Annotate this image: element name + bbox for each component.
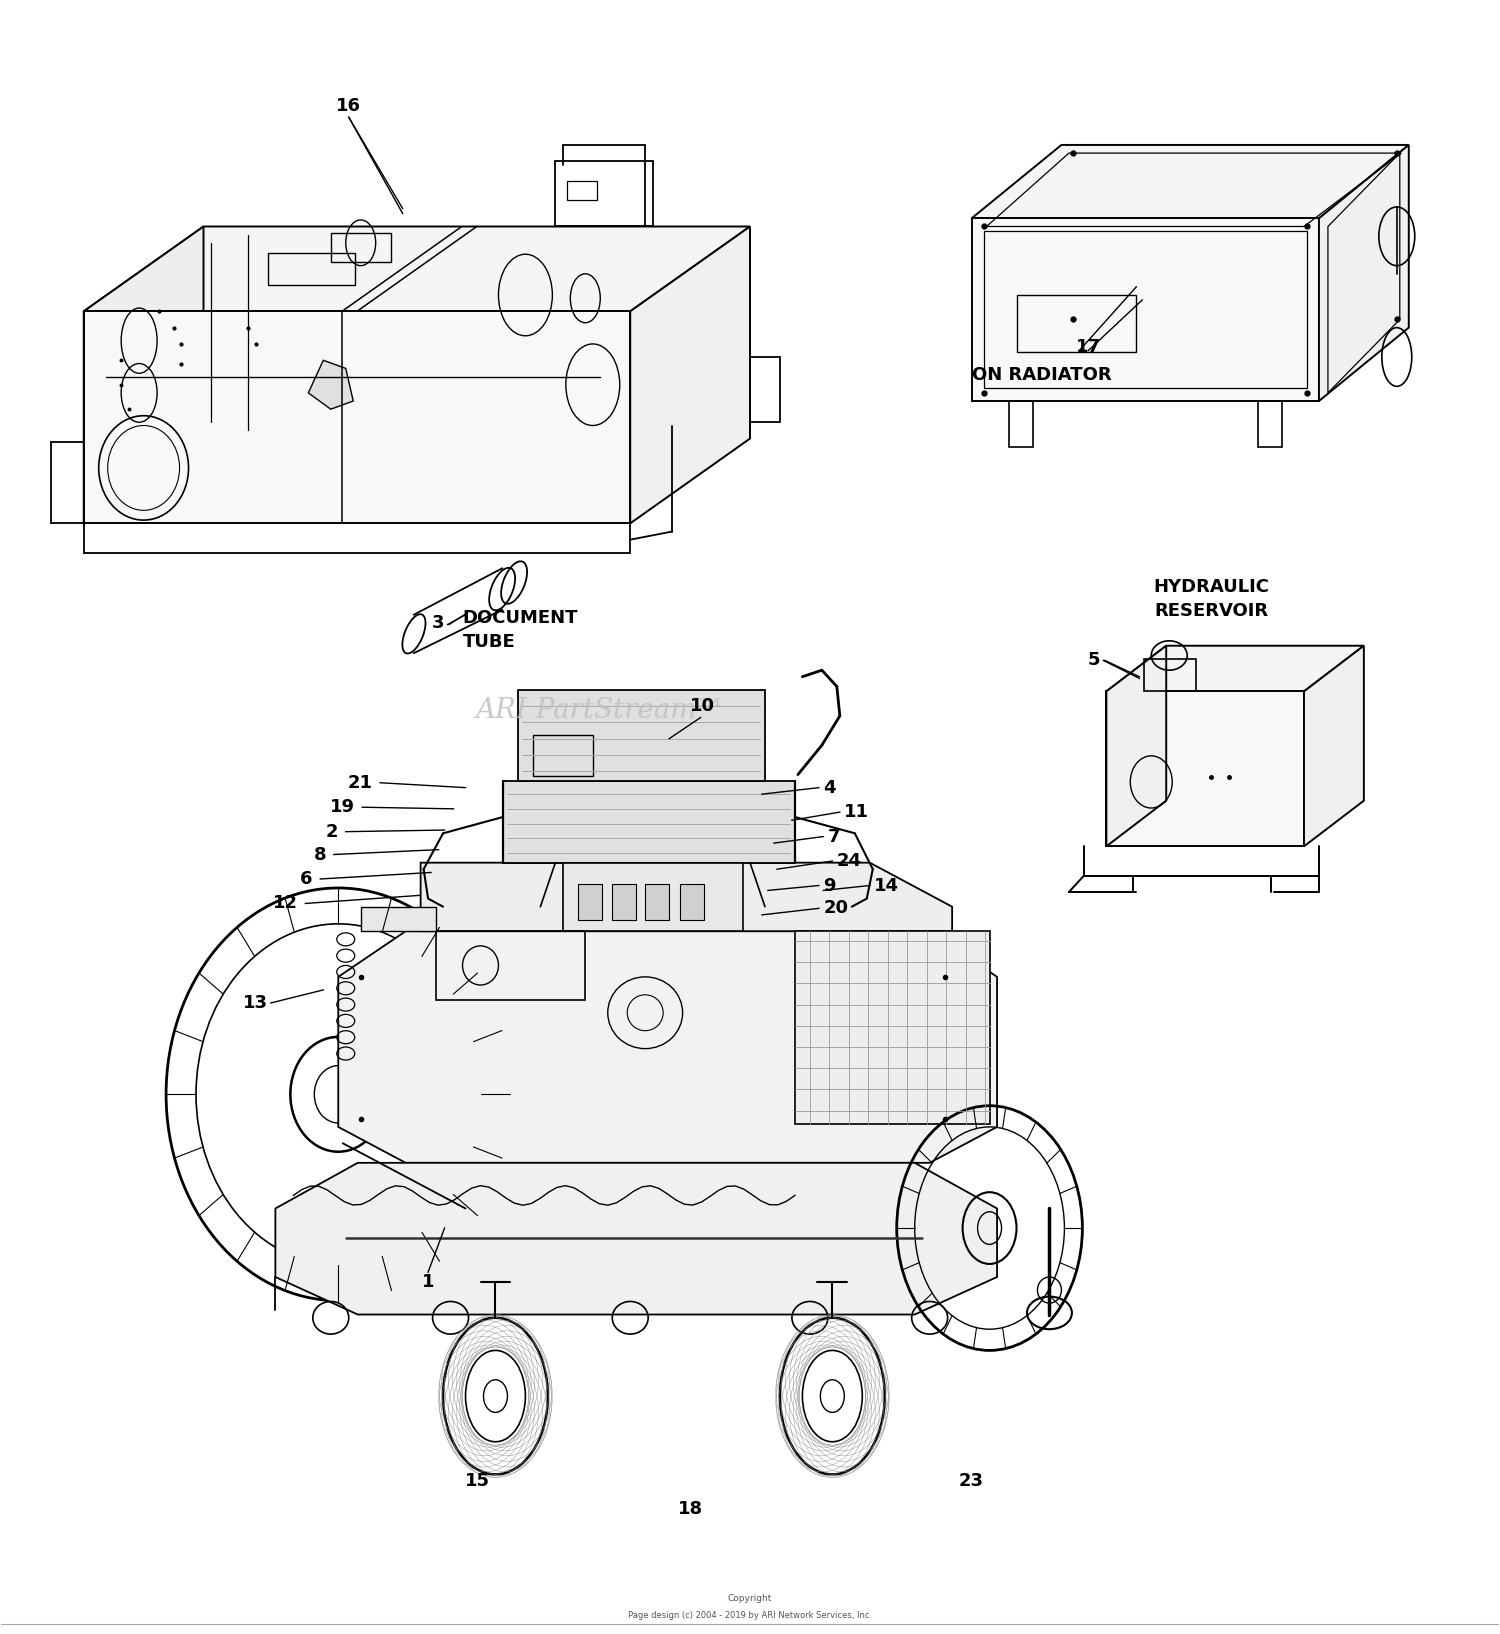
Bar <box>562 863 742 931</box>
Text: 18: 18 <box>678 1500 702 1518</box>
Bar <box>1144 659 1196 691</box>
Text: 23: 23 <box>958 1472 984 1490</box>
Bar <box>268 253 354 286</box>
Text: 12: 12 <box>273 894 298 912</box>
Bar <box>645 884 669 920</box>
Polygon shape <box>1318 145 1408 400</box>
Polygon shape <box>276 1163 998 1314</box>
Text: 20: 20 <box>824 899 849 917</box>
Text: 6: 6 <box>300 869 313 887</box>
Bar <box>567 181 597 201</box>
Text: 21: 21 <box>348 775 372 792</box>
Polygon shape <box>309 359 352 408</box>
Polygon shape <box>1107 691 1304 846</box>
Polygon shape <box>630 227 750 523</box>
Text: ON RADIATOR: ON RADIATOR <box>972 366 1112 384</box>
Text: 13: 13 <box>243 993 268 1011</box>
Text: Copyright: Copyright <box>728 1595 772 1603</box>
Text: 2: 2 <box>326 822 339 840</box>
Polygon shape <box>1107 645 1166 846</box>
Polygon shape <box>339 931 998 1163</box>
Bar <box>1257 400 1281 446</box>
Text: 3: 3 <box>432 614 444 632</box>
Text: 24: 24 <box>837 851 862 869</box>
Polygon shape <box>360 907 435 931</box>
Text: RESERVOIR: RESERVOIR <box>1154 603 1268 621</box>
Text: 17: 17 <box>1077 338 1101 356</box>
Text: 4: 4 <box>824 779 836 797</box>
Polygon shape <box>84 227 750 312</box>
Polygon shape <box>518 690 765 781</box>
Bar <box>435 931 585 1000</box>
Bar <box>332 234 390 263</box>
Text: 16: 16 <box>336 96 362 114</box>
Text: Page design (c) 2004 - 2019 by ARI Network Services, Inc.: Page design (c) 2004 - 2019 by ARI Netwo… <box>628 1611 872 1619</box>
Bar <box>578 884 602 920</box>
Polygon shape <box>972 219 1318 400</box>
Bar <box>1010 400 1034 446</box>
Text: 19: 19 <box>330 799 354 817</box>
Polygon shape <box>84 312 630 523</box>
Text: TUBE: TUBE <box>462 634 516 652</box>
Text: 5: 5 <box>1088 652 1101 670</box>
Text: DOCUMENT: DOCUMENT <box>462 609 578 627</box>
Bar <box>612 884 636 920</box>
Text: 10: 10 <box>690 698 714 716</box>
Text: 9: 9 <box>824 876 836 894</box>
Bar <box>984 232 1306 387</box>
Text: 1: 1 <box>422 1273 435 1291</box>
Text: HYDRAULIC: HYDRAULIC <box>1154 578 1269 596</box>
Polygon shape <box>503 781 795 863</box>
Polygon shape <box>972 145 1408 219</box>
Text: ARI PartStream™: ARI PartStream™ <box>476 698 724 724</box>
Text: 14: 14 <box>874 876 900 894</box>
Polygon shape <box>84 227 204 523</box>
Text: 15: 15 <box>465 1472 490 1490</box>
Text: 11: 11 <box>844 802 870 822</box>
Text: 8: 8 <box>314 845 327 863</box>
Bar <box>532 735 592 776</box>
Bar <box>555 162 652 227</box>
Polygon shape <box>1304 645 1364 846</box>
Bar <box>795 931 990 1124</box>
Polygon shape <box>420 863 952 931</box>
Polygon shape <box>1107 645 1364 691</box>
Text: 7: 7 <box>828 827 840 845</box>
Bar <box>680 884 703 920</box>
Bar <box>1017 296 1137 351</box>
